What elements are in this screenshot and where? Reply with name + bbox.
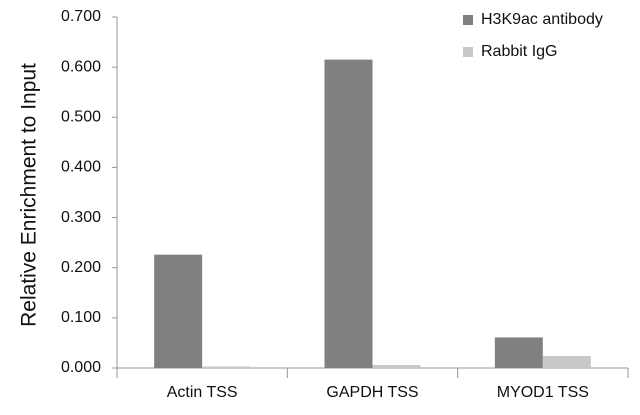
y-tick-label: 0.700 bbox=[61, 8, 101, 25]
bar bbox=[324, 59, 373, 368]
y-tick-label: 0.000 bbox=[61, 359, 101, 376]
bar bbox=[202, 366, 251, 368]
bar bbox=[494, 337, 543, 368]
y-tick-label: 0.300 bbox=[61, 209, 101, 226]
y-tick-label: 0.400 bbox=[61, 159, 101, 176]
y-tick-label: 0.200 bbox=[61, 259, 101, 276]
legend-swatch bbox=[463, 47, 473, 57]
y-tick-label: 0.500 bbox=[61, 109, 101, 126]
bar bbox=[542, 355, 591, 368]
legend-label: H3K9ac antibody bbox=[481, 11, 603, 28]
x-tick-label: MYOD1 TSS bbox=[497, 384, 589, 401]
y-tick-label: 0.100 bbox=[61, 309, 101, 326]
y-axis-label: Relative Enrichment to Input bbox=[18, 63, 41, 327]
x-tick-label: GAPDH TSS bbox=[326, 384, 418, 401]
legend-label: Rabbit IgG bbox=[481, 43, 557, 60]
y-tick-label: 0.600 bbox=[61, 58, 101, 75]
x-tick-label: Actin TSS bbox=[167, 384, 238, 401]
bar bbox=[154, 254, 203, 368]
bar bbox=[372, 364, 421, 368]
legend-swatch bbox=[463, 15, 473, 25]
